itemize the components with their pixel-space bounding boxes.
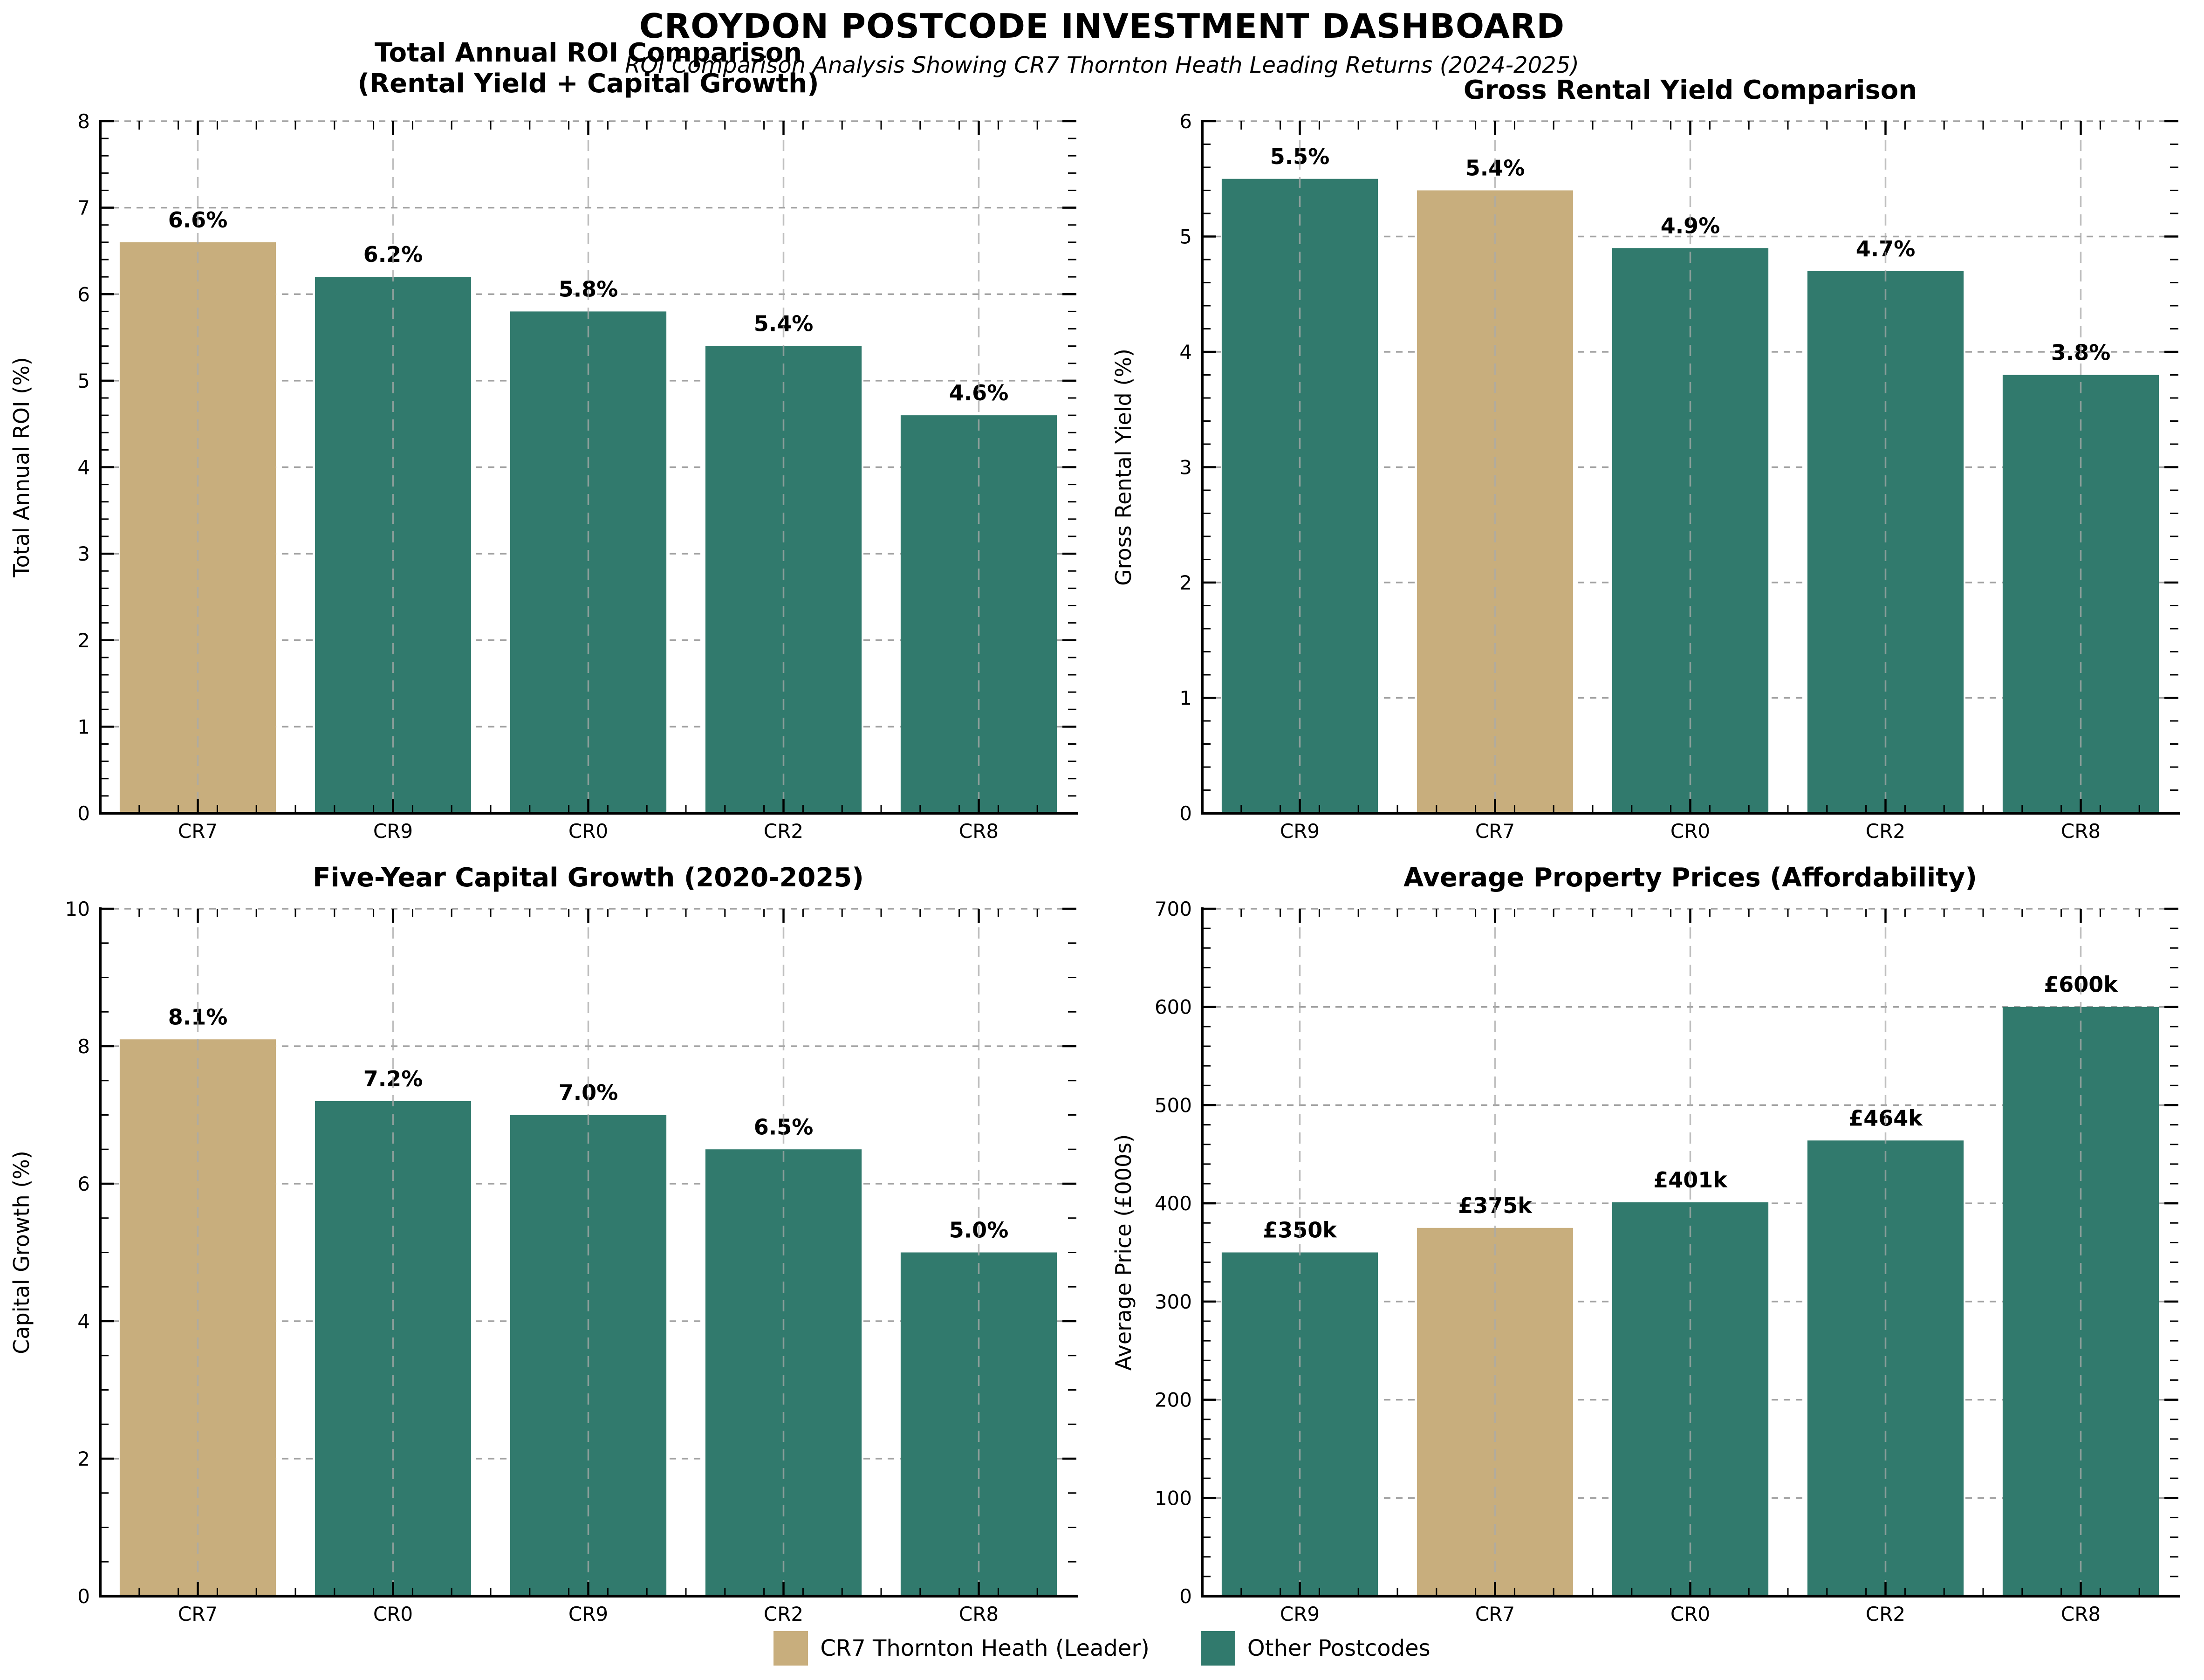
x-category-label: CR8: [2061, 1603, 2101, 1625]
x-category-label: CR2: [1866, 1603, 1905, 1625]
x-category-label: CR0: [568, 820, 608, 843]
y-tick-label: 4: [1179, 341, 1192, 363]
y-tick-label: 400: [1155, 1192, 1192, 1215]
y-tick-label: 700: [1155, 898, 1192, 920]
legend-item-other: Other Postcodes: [1200, 1631, 1431, 1666]
y-tick-label: 600: [1155, 996, 1192, 1019]
y-tick-label: 3: [1179, 456, 1192, 479]
chart-title: Gross Rental Yield Comparison: [1464, 75, 1917, 105]
x-category-label: CR2: [1866, 820, 1905, 843]
y-tick-label: 4: [77, 456, 90, 479]
legend-swatch-leader-icon: [773, 1631, 808, 1666]
y-tick-label: 2: [1179, 571, 1192, 594]
x-category-label: CR7: [178, 1603, 218, 1625]
y-tick-label: 300: [1155, 1290, 1192, 1313]
x-category-label: CR9: [1280, 820, 1320, 843]
y-tick-label: 3: [77, 542, 90, 565]
chart-average-prices: £350k £375k £401k £464k £600k 0 100 200 300 400 50…: [1102, 862, 2204, 1631]
x-category-label: CR8: [959, 1603, 999, 1625]
y-axis-label: Average Price (£000s): [1111, 1134, 1136, 1371]
y-tick-label: 200: [1155, 1389, 1192, 1412]
y-tick-label: 1: [77, 715, 90, 738]
chart-total-annual-roi: 6.6% 6.2% 5.8% 5.4% 4.6% 0 1 2 3 4 5 6 7 8 CR7 CR9 CR0 CR…: [0, 42, 1102, 862]
y-tick-label: 0: [77, 802, 90, 825]
y-axis-label: Gross Rental Yield (%): [1111, 349, 1136, 586]
y-tick-label: 0: [1179, 1585, 1192, 1608]
chart-title: Average Property Prices (Affordability): [1403, 863, 1977, 893]
y-tick-label: 10: [65, 898, 90, 920]
chart-average-prices-canvas: £350k£375k£401k£464k£600k010020030040050…: [1111, 863, 2180, 1625]
y-tick-label: 5: [77, 370, 90, 392]
legend: CR7 Thornton Heath (Leader) Other Postco…: [0, 1620, 2204, 1676]
y-tick-label: 500: [1155, 1094, 1192, 1117]
legend-swatch-other-icon: [1200, 1631, 1235, 1666]
y-tick-label: 2: [77, 1447, 90, 1470]
x-category-label: CR0: [1670, 1603, 1710, 1625]
charts-grid: 6.6% 6.2% 5.8% 5.4% 4.6% 0 1 2 3 4 5 6 7 8 CR7 CR9 CR0 CR…: [0, 42, 2204, 1631]
y-tick-label: 1: [1179, 687, 1192, 710]
x-category-label: CR9: [568, 1603, 608, 1625]
x-category-label: CR7: [178, 820, 218, 843]
bar-CR2: [705, 1149, 862, 1596]
page-title: CROYDON POSTCODE INVESTMENT DASHBOARD: [639, 7, 1565, 46]
x-category-label: CR8: [2061, 820, 2101, 843]
bar-CR0: [510, 311, 667, 813]
x-category-label: CR9: [373, 820, 413, 843]
y-tick-label: 0: [77, 1585, 90, 1608]
x-category-label: CR7: [1475, 1603, 1515, 1625]
y-tick-label: 7: [77, 197, 90, 219]
y-tick-label: 2: [77, 629, 90, 652]
chart-capital-growth: 8.1% 7.2% 7.0% 6.5% 5.0% 0 2 4 6 8 10 CR7 CR0 CR9 CR2 C…: [0, 862, 1102, 1631]
y-tick-label: 4: [77, 1310, 90, 1333]
chart-title: Total Annual ROI Comparison: [375, 42, 802, 68]
bar-CR7: [119, 1039, 276, 1596]
chart-title: Five-Year Capital Growth (2020-2025): [313, 863, 864, 893]
legend-item-leader: CR7 Thornton Heath (Leader): [773, 1631, 1150, 1666]
chart-title: (Rental Yield + Capital Growth): [357, 69, 819, 99]
y-axis-label: Capital Growth (%): [9, 1151, 34, 1354]
y-tick-label: 5: [1179, 226, 1192, 248]
legend-label-other: Other Postcodes: [1247, 1635, 1431, 1661]
y-tick-label: 6: [1179, 110, 1192, 133]
y-tick-label: 8: [77, 110, 90, 133]
x-category-label: CR2: [764, 820, 803, 843]
x-category-label: CR0: [373, 1603, 413, 1625]
y-tick-label: 0: [1179, 802, 1192, 825]
y-tick-label: 100: [1155, 1487, 1192, 1509]
x-category-label: CR0: [1670, 820, 1710, 843]
y-tick-label: 6: [77, 283, 90, 306]
y-tick-label: 8: [77, 1035, 90, 1058]
x-category-label: CR7: [1475, 820, 1515, 843]
y-axis-label: Total Annual ROI (%): [9, 357, 34, 578]
chart-gross-rental-yield: 5.5% 5.4% 4.9% 4.7% 3.8% 0 1 2 3 4 5 6 CR9 CR7 CR0 CR2 C…: [1102, 42, 2204, 862]
x-category-label: CR8: [959, 820, 999, 843]
x-category-label: CR9: [1280, 1603, 1320, 1625]
x-category-label: CR2: [764, 1603, 803, 1625]
bar-CR9: [315, 277, 472, 813]
legend-label-leader: CR7 Thornton Heath (Leader): [820, 1635, 1150, 1661]
y-tick-label: 6: [77, 1173, 90, 1195]
